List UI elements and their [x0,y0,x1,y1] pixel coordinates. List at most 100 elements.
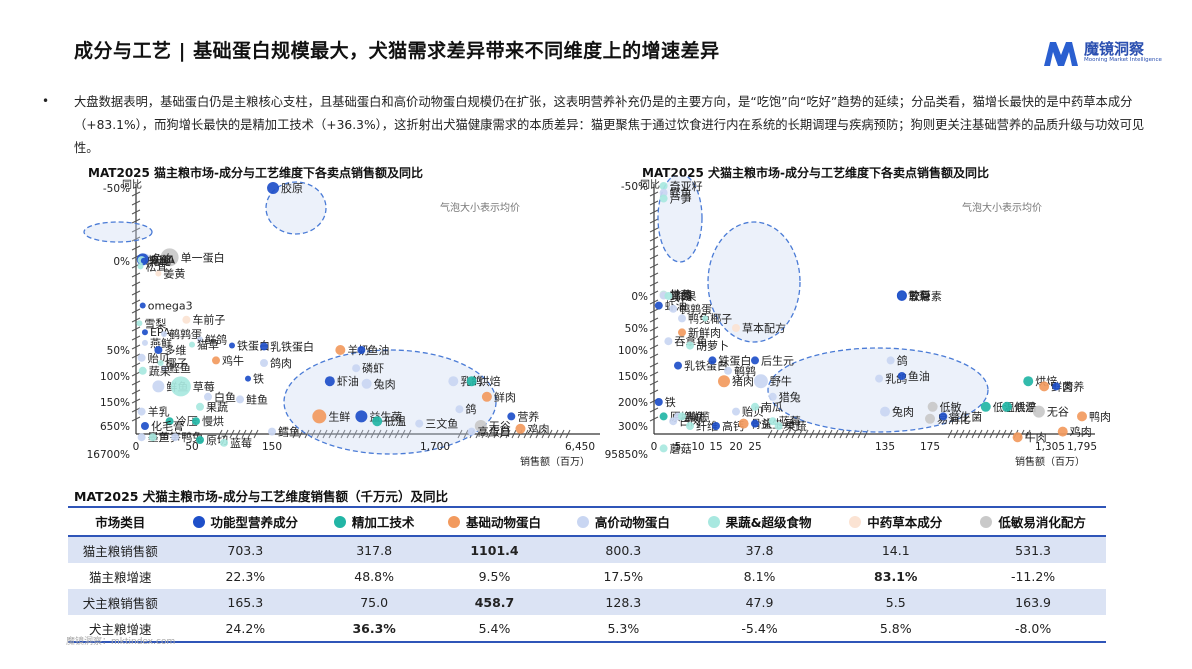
axis-break-mark [965,429,971,439]
point-label: 乳化 [149,254,171,268]
data-point [659,412,668,421]
data-point [702,315,709,322]
data-point [751,402,759,411]
table-cell: 83.1% [874,568,918,584]
data-point [732,324,740,332]
point-label: 鸽肉 [670,289,692,303]
axis-break-mark [833,429,839,439]
axis-break-mark [131,200,141,206]
row-label: 犬主粮销售额 [68,589,173,615]
axis-break-mark [649,416,659,422]
point-label: 磷虾 [362,362,384,375]
point-label: 鳕鱼 [278,425,300,439]
axis-break-mark [131,317,141,323]
y-tick-label: 0% [113,256,130,268]
point-label: 新鲜肉 [688,325,721,339]
data-point [507,412,516,421]
col-header: 果蔬&超级食物 [687,506,832,537]
point-label: 胶原 [909,288,931,302]
axis-break-mark [487,429,493,439]
point-label: 益生菌 [949,409,982,423]
point-label: 鲣鱼 [169,361,191,375]
dog-chart-title: MAT2025 犬猫主粮市场-成分与工艺维度下各卖点销售额及同比 [642,166,990,180]
point-label: 果蔬 [206,401,228,414]
point-label: 蘑菇 [670,441,692,455]
point-label: 蜂蜜 [148,253,170,267]
point-label: 三文鱼 [425,417,458,431]
axis-break-mark [131,299,141,305]
y-tick-label: 100% [618,345,648,357]
axis-break-mark [947,429,953,439]
axis-break-mark [995,429,1001,439]
point-label: 营养 [1062,379,1084,393]
axis-break-mark [229,429,235,439]
point-label: 鸡肉 [1070,425,1092,439]
point-label: 草莓 [193,380,215,393]
data-point [268,427,276,436]
data-point [448,376,459,387]
axis-break-mark [983,429,989,439]
point-label: 羊乳 [148,405,170,419]
data-point [896,290,907,301]
axis-break-mark [809,429,815,439]
data-point [897,372,906,380]
table-cell: 165.3 [172,589,319,615]
point-label: 胡萝卜 [696,339,729,353]
axis-break-mark [649,344,659,350]
axis-break-mark [649,290,659,296]
axis-break-mark [481,429,487,439]
data-point [154,346,163,354]
axis-break-mark [292,429,298,439]
point-label: 党参 [670,288,692,302]
axis-break-mark [821,429,827,439]
point-label: 奇亚籽 [670,180,703,193]
table-cell: 5.5 [831,589,961,615]
point-label: 胶原 [281,181,303,195]
y-tick-label: -50% [621,181,648,193]
point-label: 果蔬 [785,420,807,433]
data-point [415,419,424,428]
data-point [229,342,235,349]
data-point [664,337,673,346]
axis-break-mark [131,227,141,233]
point-label: 猎兔 [779,390,801,404]
data-point [669,417,678,426]
data-point [161,365,167,372]
axis-break-mark [649,380,659,386]
point-label: 后生元 [761,353,794,367]
point-label: 单一蛋白 [181,250,225,264]
data-point [654,398,663,406]
point-label: 牛肉 [1025,430,1047,444]
axis-break-mark [131,290,141,296]
data-point [1012,432,1023,443]
footer-source: 魔镜洞察：mktindex.com [66,637,176,647]
row-label: 猫主粮销售额 [68,536,173,563]
axis-break-mark [845,429,851,439]
axis-break-mark [131,416,141,422]
summary-paragraph: 大盘数据表明，基础蛋白仍是主粮核心支柱，且基础蛋白和高价动物蛋白规模仍在扩张，这… [74,95,1145,155]
legend-dot-icon [192,515,205,528]
point-label: 鹌鹑蛋 [169,327,202,341]
point-label: 纤维 [696,420,718,433]
axis-break-mark [131,245,141,251]
point-label: 吞拿鱼 [674,334,707,348]
data-point [751,356,759,365]
axis-break-mark [815,429,821,439]
axis-break-mark [797,429,803,439]
axis-break-mark [131,308,141,314]
point-label: 贻贝 [148,352,170,365]
axis-break-mark [241,429,247,439]
axis-break-mark [316,429,322,439]
data-point [1001,401,1012,412]
table-cell: 5.8% [831,615,961,643]
table-cell: 1101.4 [430,536,559,563]
point-label: 鲑鱼 [246,392,268,406]
data-point [1023,376,1034,387]
point-label: 多维 [164,343,186,357]
table-row: 犬主粮增速 24.2% 36.3% 5.4% 5.3% -5.4% 5.8% -8.0% [68,615,1106,643]
point-label: 兔血 [152,251,174,265]
highlight-region [657,176,703,263]
table-cell: 5.3% [558,615,688,643]
axis-break-mark [779,429,785,439]
brand-logo: 魔镜洞察 Mooning Market Intelligence [1042,36,1162,70]
